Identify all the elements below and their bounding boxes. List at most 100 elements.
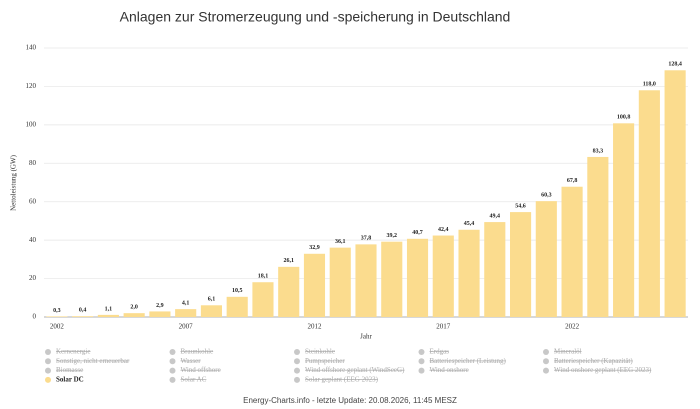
legend-marker bbox=[543, 349, 549, 355]
bar bbox=[535, 201, 557, 317]
value-label: 26,1 bbox=[283, 258, 294, 264]
y-tick-label: 20 bbox=[29, 274, 37, 282]
bar bbox=[123, 313, 145, 317]
value-label: 2,0 bbox=[130, 305, 138, 311]
legend-marker bbox=[418, 349, 425, 355]
value-label: 54,6 bbox=[515, 203, 526, 209]
bar bbox=[638, 90, 660, 318]
bar bbox=[226, 296, 248, 317]
y-axis-label: Nettoleistung (GW) bbox=[10, 154, 18, 210]
legend-label[interactable]: Mineralöl bbox=[554, 348, 582, 356]
y-tick-label: 40 bbox=[29, 236, 37, 244]
bar bbox=[72, 316, 94, 317]
value-label: 10,5 bbox=[232, 288, 243, 294]
value-label: 39,2 bbox=[387, 233, 398, 239]
value-label: 2,9 bbox=[156, 303, 164, 309]
bar bbox=[97, 314, 119, 317]
bar bbox=[613, 123, 635, 317]
value-label: 36,1 bbox=[335, 239, 346, 245]
y-tick-label: 100 bbox=[26, 120, 37, 128]
legend-marker bbox=[294, 349, 300, 355]
y-tick-label: 140 bbox=[26, 44, 37, 52]
x-tick-label: 2002 bbox=[50, 323, 65, 331]
legend-label[interactable]: Solar AC bbox=[181, 376, 207, 384]
x-tick-label: 2007 bbox=[179, 323, 194, 331]
bar bbox=[458, 229, 480, 317]
bar bbox=[329, 247, 351, 317]
bar bbox=[432, 235, 454, 317]
chart-title: Anlagen zur Stromerzeugung und -speicher… bbox=[120, 9, 511, 25]
bar bbox=[561, 186, 583, 317]
bar bbox=[381, 241, 403, 317]
bar bbox=[484, 222, 506, 317]
x-tick-label: 2017 bbox=[436, 323, 451, 331]
y-tick-label: 0 bbox=[33, 313, 37, 321]
bar bbox=[303, 253, 326, 317]
legend-label[interactable]: Batteriespeicher (Leistung) bbox=[430, 357, 507, 365]
legend-marker bbox=[45, 358, 51, 365]
value-label: 118,0 bbox=[643, 82, 656, 88]
legend-marker bbox=[294, 376, 300, 383]
legend-marker bbox=[543, 358, 549, 365]
bar bbox=[175, 309, 197, 317]
x-tick-label: 2012 bbox=[307, 323, 322, 331]
footer: Energy-Charts.info - letzte Update: 20.0… bbox=[243, 396, 457, 405]
legend-marker bbox=[45, 349, 51, 355]
legend-label[interactable]: Solar geplant (EEG 2023) bbox=[305, 376, 379, 384]
legend-label[interactable]: Wind offshore bbox=[181, 366, 221, 374]
bar bbox=[200, 305, 223, 317]
legend-label[interactable]: Wind onshore geplant (EEG 2023) bbox=[554, 366, 652, 374]
legend-label[interactable]: Wind onshore bbox=[430, 366, 469, 374]
value-label: 45,4 bbox=[464, 221, 475, 227]
bar bbox=[509, 212, 532, 317]
legend-label[interactable]: Pumpspeicher bbox=[305, 357, 345, 365]
value-label: 128,4 bbox=[668, 62, 682, 68]
value-label: 100,8 bbox=[617, 115, 631, 121]
value-label: 37,8 bbox=[361, 236, 372, 242]
value-label: 4,1 bbox=[182, 300, 190, 306]
value-label: 0,3 bbox=[53, 308, 61, 314]
x-axis-label: Jahr bbox=[360, 333, 372, 341]
legend-marker bbox=[169, 376, 176, 383]
legend-marker bbox=[45, 367, 51, 374]
legend-label[interactable]: Solar DC bbox=[56, 376, 84, 384]
bar bbox=[587, 156, 609, 317]
legend-label[interactable]: Steinkohle bbox=[305, 348, 335, 356]
bar bbox=[355, 244, 377, 317]
legend-label[interactable]: Kernenergie bbox=[56, 348, 90, 356]
legend-marker bbox=[169, 367, 176, 374]
legend-marker bbox=[543, 367, 549, 374]
legend-label[interactable]: Erdgas bbox=[430, 348, 450, 356]
x-tick-label: 2022 bbox=[565, 323, 580, 331]
legend-label[interactable]: Wind offshore geplant (WindSeeG) bbox=[305, 366, 405, 374]
bar bbox=[46, 316, 68, 317]
legend-marker bbox=[294, 367, 300, 374]
value-label: 83,3 bbox=[593, 148, 604, 154]
bar bbox=[149, 311, 171, 317]
legend-label[interactable]: Sonstige, nicht erneuerbar bbox=[56, 357, 130, 365]
legend-marker bbox=[169, 349, 176, 355]
legend-marker bbox=[45, 376, 51, 383]
y-tick-label: 120 bbox=[26, 82, 37, 90]
y-tick-label: 80 bbox=[29, 159, 37, 167]
legend-label[interactable]: Braunkohle bbox=[181, 348, 214, 356]
legend-marker bbox=[418, 358, 425, 365]
legend-label[interactable]: Biomasse bbox=[56, 366, 83, 374]
value-label: 60,3 bbox=[541, 193, 552, 199]
legend-label[interactable]: Wasser bbox=[181, 357, 202, 365]
value-label: 49,4 bbox=[490, 213, 501, 219]
bar bbox=[252, 282, 274, 317]
value-label: 0,4 bbox=[79, 308, 87, 314]
value-label: 1,1 bbox=[105, 306, 113, 312]
value-label: 32,9 bbox=[309, 245, 320, 251]
legend-marker bbox=[418, 367, 425, 374]
legend-marker bbox=[294, 358, 300, 365]
legend-marker bbox=[169, 358, 176, 365]
value-label: 42,4 bbox=[438, 227, 449, 233]
legend-label[interactable]: Batteriespeicher (Kapazität) bbox=[554, 357, 633, 365]
y-tick-label: 60 bbox=[29, 197, 37, 205]
value-label: 67,8 bbox=[567, 178, 578, 184]
bar bbox=[406, 238, 429, 317]
bar bbox=[278, 266, 300, 317]
value-label: 18,1 bbox=[258, 274, 269, 280]
